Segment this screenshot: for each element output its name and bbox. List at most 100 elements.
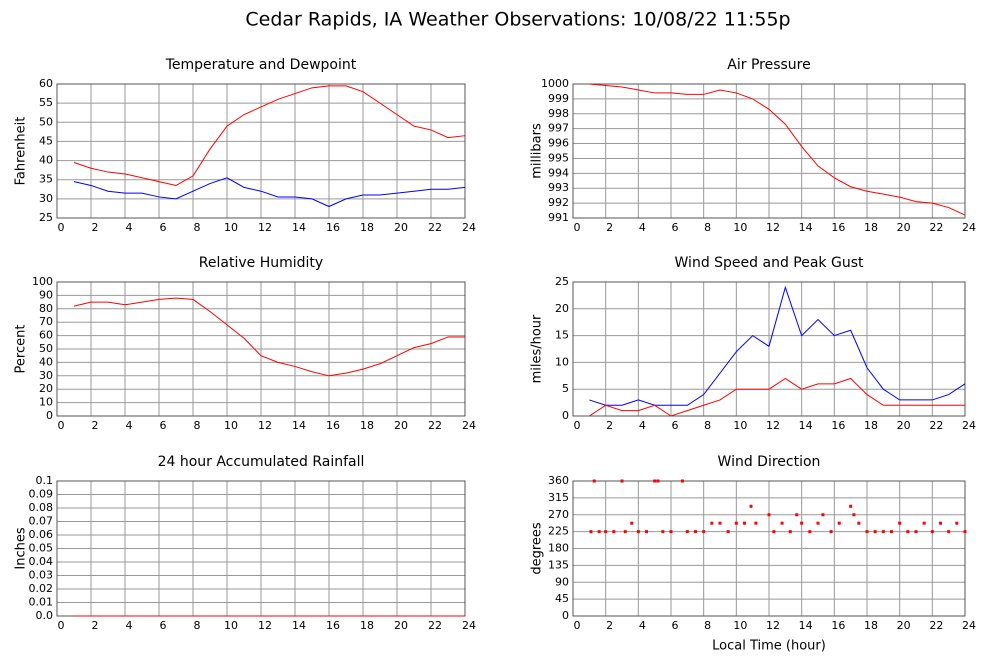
point (800, 521, 804, 525)
point (694, 530, 697, 534)
y-tick-label: 0 (562, 409, 569, 422)
x-tick-label: 4 (639, 619, 646, 632)
y-tick-label: 1000 (541, 77, 569, 90)
x-tick-label: 18 (864, 221, 878, 234)
x-tick-label: 14 (292, 221, 306, 234)
x-tick-label: 0 (58, 221, 65, 234)
point (922, 521, 926, 525)
y-tick-label: 35 (39, 173, 53, 186)
point (749, 504, 753, 508)
point (808, 530, 812, 534)
y-tick-label: 10 (39, 396, 53, 409)
x-tick-label: 14 (799, 221, 813, 234)
x-tick-label: 8 (704, 419, 711, 432)
point (612, 530, 616, 534)
y-tick-label: 10 (555, 355, 569, 368)
plot-frame (572, 281, 966, 417)
y-tick-label: 55 (39, 96, 53, 109)
y-tick-label: 40 (39, 355, 53, 368)
y-tick-label: 225 (548, 525, 569, 538)
x-tick-label: 16 (831, 619, 845, 632)
point (873, 530, 877, 534)
plot-frame (572, 83, 966, 219)
point (837, 521, 841, 525)
x-tick-label: 18 (360, 419, 374, 432)
point (726, 530, 730, 534)
point (597, 530, 601, 534)
x-tick-label: 24 (962, 419, 976, 432)
y-axis-label: Percent (14, 325, 29, 374)
point (680, 479, 684, 483)
point (734, 521, 738, 525)
point (630, 521, 634, 525)
y-tick-label: 0.0 (36, 609, 54, 622)
y-axis-label: millibars (530, 123, 545, 179)
point (857, 521, 861, 525)
x-tick-label: 18 (360, 619, 374, 632)
x-tick-label: 0 (574, 619, 581, 632)
y-tick-label: 90 (39, 288, 53, 301)
y-tick-label: 50 (39, 342, 53, 355)
y-tick-label: 0.03 (29, 569, 54, 582)
y-tick-label: 30 (39, 192, 53, 205)
y-tick-label: 5 (562, 382, 569, 395)
y-tick-label: 994 (548, 166, 569, 179)
point (930, 530, 934, 534)
x-tick-label: 0 (58, 619, 65, 632)
x-tick-label: 24 (962, 221, 976, 234)
x-tick-label: 4 (126, 419, 133, 432)
point (914, 530, 918, 534)
point (702, 530, 706, 534)
y-tick-label: 80 (39, 302, 53, 315)
y-tick-label: 40 (39, 154, 53, 167)
x-tick-label: 10 (733, 619, 747, 632)
y-tick-label: 100 (32, 275, 53, 288)
point (821, 513, 825, 517)
x-tick-label: 10 (733, 419, 747, 432)
x-tick-label: 8 (194, 619, 201, 632)
y-tick-label: 60 (39, 329, 53, 342)
y-tick-label: 0.01 (29, 596, 54, 609)
x-tick-label: 12 (258, 221, 272, 234)
point (767, 513, 771, 517)
point (604, 530, 608, 534)
x-tick-label: 2 (606, 619, 613, 632)
plot-frame (56, 281, 466, 417)
y-axis-label: miles/hour (530, 314, 545, 383)
y-tick-label: 50 (39, 115, 53, 128)
x-tick-label: 2 (92, 619, 99, 632)
x-tick-label: 14 (799, 419, 813, 432)
point (592, 479, 596, 483)
x-tick-label: 6 (160, 221, 167, 234)
y-tick-label: 997 (548, 122, 569, 135)
x-tick-label: 14 (292, 619, 306, 632)
x-tick-label: 10 (224, 221, 238, 234)
x-tick-label: 2 (606, 221, 613, 234)
x-tick-label: 10 (224, 619, 238, 632)
y-tick-label: 0.08 (29, 501, 54, 514)
x-tick-label: 2 (92, 221, 99, 234)
y-tick-label: 0.07 (29, 515, 54, 528)
x-tick-label: 20 (394, 221, 408, 234)
panel-title: Temperature and Dewpoint (165, 57, 357, 73)
point (947, 530, 951, 534)
x-tick-label: 22 (929, 419, 943, 432)
x-tick-label: 22 (929, 221, 943, 234)
y-tick-label: 270 (548, 508, 569, 521)
y-tick-label: 135 (548, 558, 569, 571)
x-tick-label: 16 (831, 221, 845, 234)
x-tick-label: 24 (462, 419, 476, 432)
x-tick-label: 8 (194, 419, 201, 432)
x-tick-label: 8 (194, 221, 201, 234)
y-tick-label: 0 (562, 609, 569, 622)
y-tick-label: 15 (555, 329, 569, 342)
x-tick-label: 12 (766, 419, 780, 432)
point (743, 521, 746, 525)
x-tick-label: 20 (897, 619, 911, 632)
panel-title: 24 hour Accumulated Rainfall (158, 454, 365, 470)
x-tick-label: 6 (672, 619, 679, 632)
x-tick-label: 18 (864, 419, 878, 432)
point (772, 530, 776, 534)
plot-frame (56, 83, 466, 219)
y-axis-label: Inches (14, 527, 29, 569)
